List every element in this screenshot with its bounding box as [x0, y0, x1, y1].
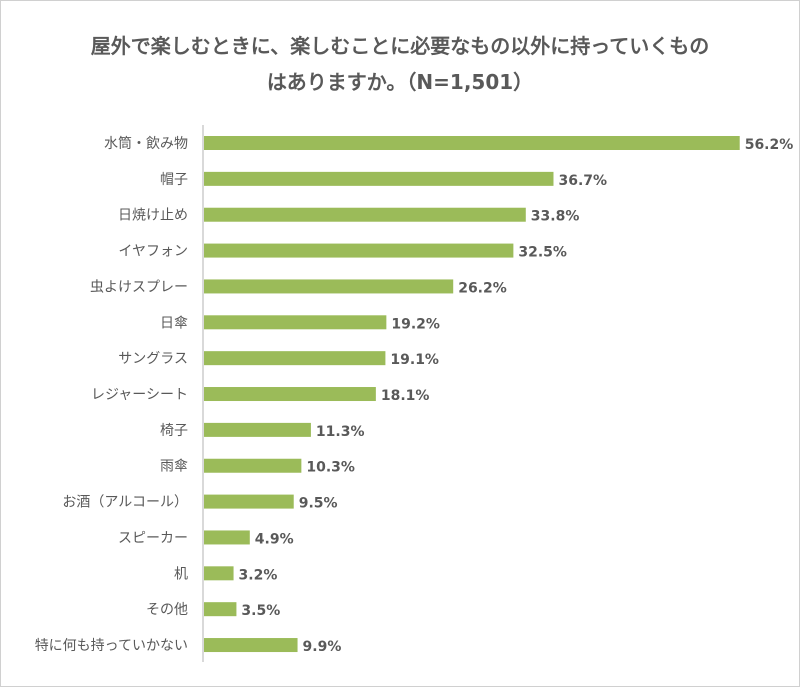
- category-label: 机: [174, 566, 188, 582]
- category-label: 虫よけスプレー: [90, 279, 188, 295]
- bar: [204, 387, 376, 402]
- bar: [204, 207, 526, 222]
- bar: [204, 136, 740, 150]
- data-label: 33.8%: [531, 209, 580, 225]
- category-label: 特に何も持っていかない: [35, 638, 188, 654]
- category-label: レジャーシート: [91, 387, 188, 403]
- data-label: 4.9%: [255, 531, 294, 547]
- data-label: 32.5%: [518, 245, 567, 261]
- chart-title-line-2: はありますか。（N=1,501）: [266, 70, 534, 94]
- data-label: 36.7%: [558, 173, 607, 189]
- category-label: 椅子: [160, 423, 188, 439]
- category-label: お酒（アルコール）: [62, 495, 188, 511]
- chart-title-line-1: 屋外で楽しむときに、楽しむことに必要なもの以外に持っていくもの: [90, 34, 710, 58]
- data-label: 9.5%: [299, 496, 338, 512]
- bar: [204, 315, 387, 330]
- category-label: 日焼け止め: [118, 208, 188, 224]
- data-label: 19.1%: [390, 352, 439, 368]
- data-label: 19.2%: [391, 316, 440, 332]
- data-label: 18.1%: [381, 388, 430, 404]
- data-label: 3.2%: [239, 567, 278, 583]
- data-label: 9.9%: [303, 639, 342, 655]
- bar: [204, 279, 454, 294]
- bar: [204, 422, 311, 437]
- bar: [204, 458, 302, 473]
- category-label: 帽子: [160, 172, 188, 188]
- category-label: スピーカー: [118, 530, 188, 546]
- data-label: 10.3%: [306, 460, 355, 476]
- category-label: イヤフォン: [118, 244, 188, 260]
- category-label: 水筒・飲み物: [104, 135, 188, 152]
- data-label: 3.5%: [241, 603, 280, 619]
- data-label: 26.2%: [458, 280, 507, 296]
- category-label: 雨傘: [160, 459, 188, 475]
- bar: [204, 494, 294, 509]
- bar: [204, 638, 298, 653]
- category-label: サングラス: [118, 351, 188, 367]
- bar: [204, 351, 386, 366]
- category-label: その他: [146, 602, 188, 618]
- bar: [204, 566, 234, 581]
- bar: [204, 602, 237, 617]
- bar: [204, 171, 554, 186]
- data-label: 11.3%: [316, 424, 365, 440]
- category-label: 日傘: [160, 315, 188, 331]
- bar: [204, 530, 250, 545]
- bar: [204, 243, 514, 258]
- data-label: 56.2%: [745, 137, 794, 153]
